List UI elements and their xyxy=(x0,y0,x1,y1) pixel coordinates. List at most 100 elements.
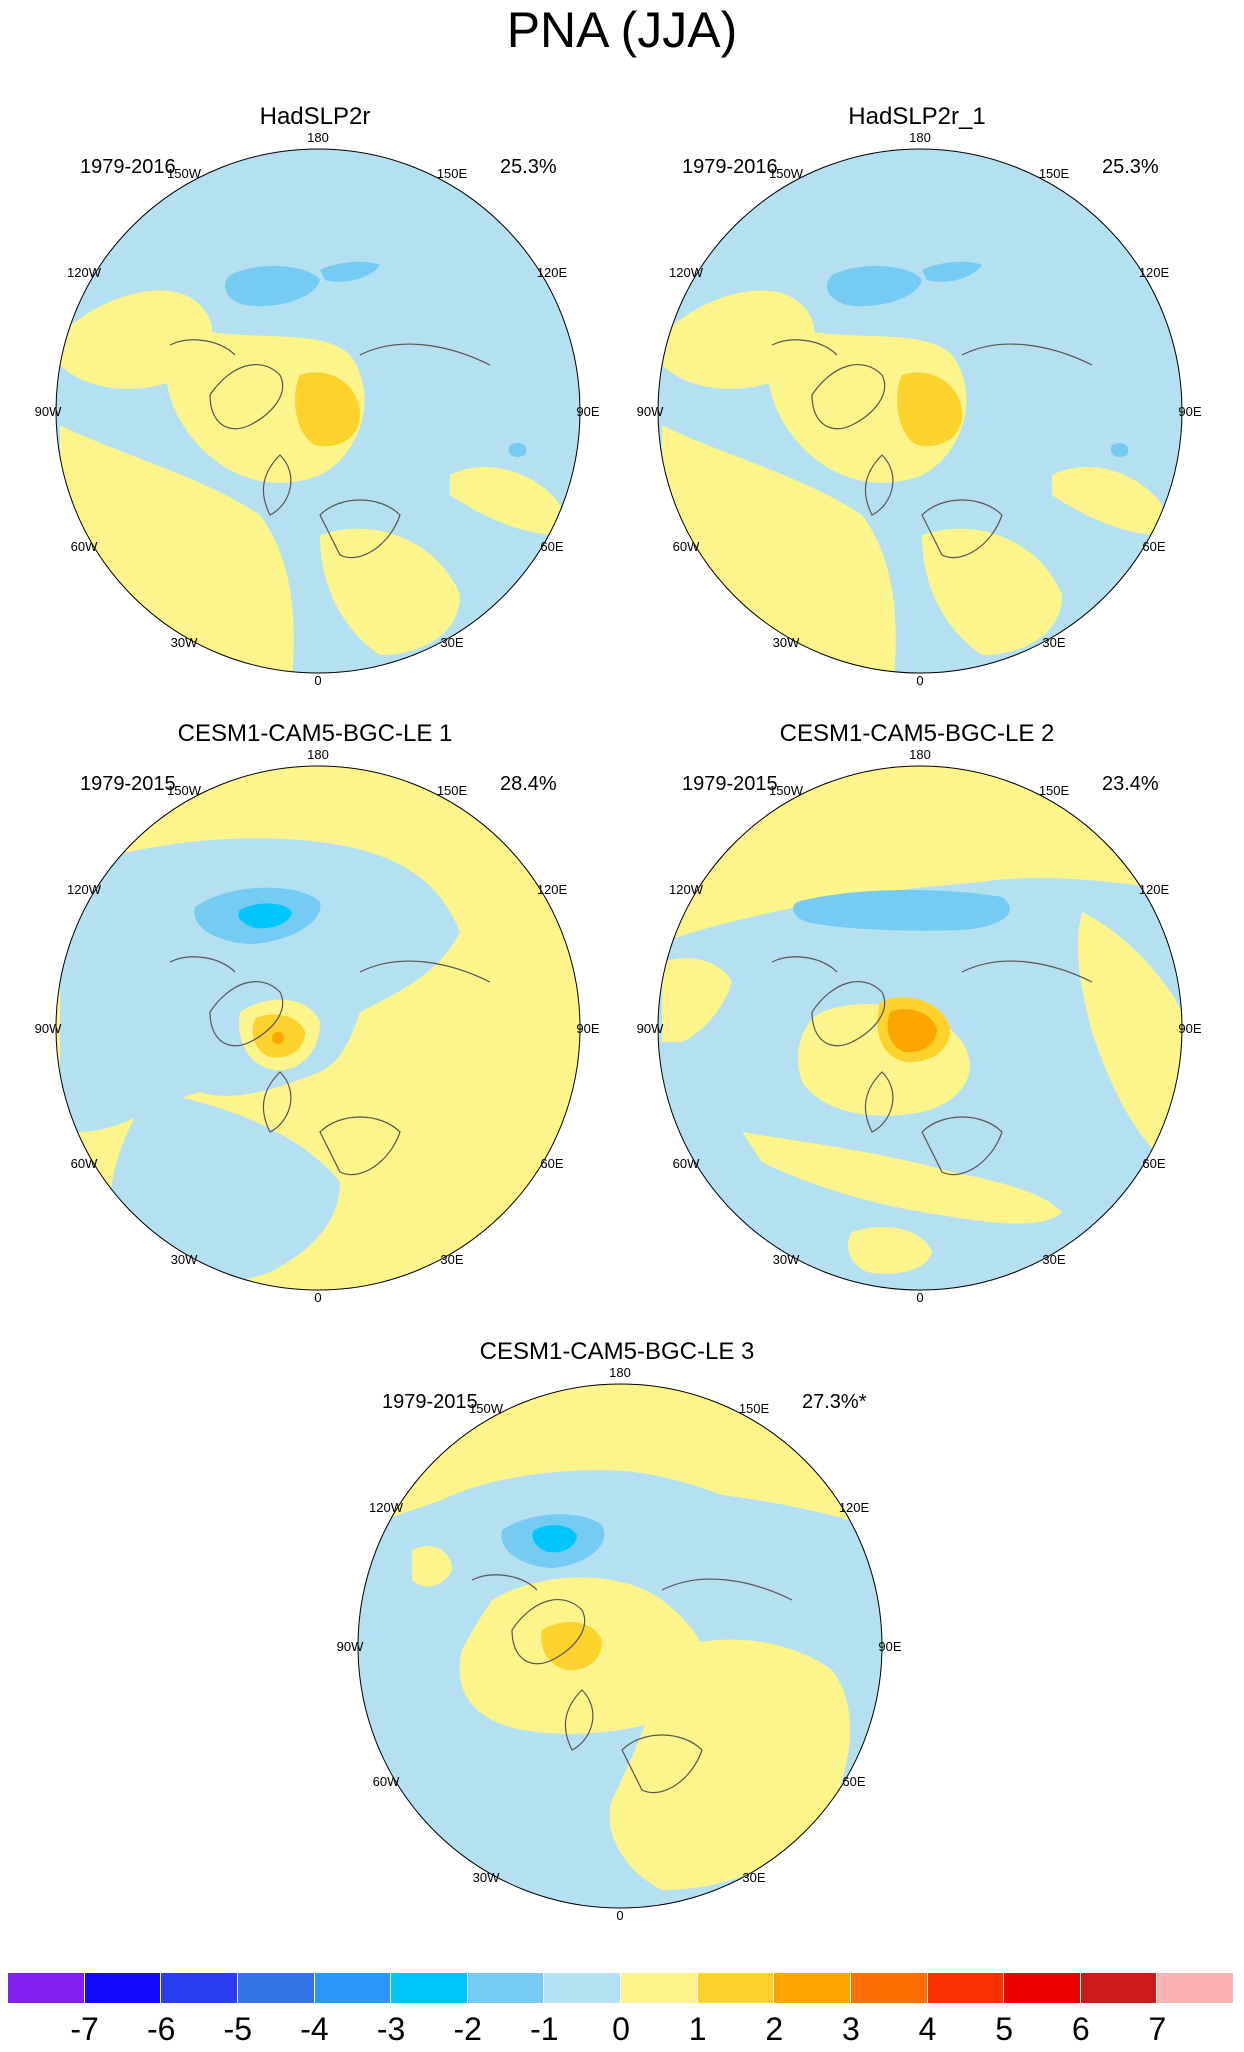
lon-label-150w: 150W xyxy=(167,783,202,798)
map-panel-hadslp2r: 180 150E 120E 90E 60E 30E 0 30W 60W 90W … xyxy=(20,95,610,735)
lon-label-90e: 90E xyxy=(1178,1021,1201,1036)
colorbar-tick-label: 1 xyxy=(688,2011,707,2047)
colorbar-swatch xyxy=(697,1973,775,2003)
colorbar-swatch xyxy=(850,1973,928,2003)
lon-label-120w: 120W xyxy=(669,882,704,897)
lon-label-60e: 60E xyxy=(842,1774,865,1789)
lon-label-120e: 120E xyxy=(1139,265,1170,280)
lon-label-30w: 30W xyxy=(773,635,800,650)
lon-label-60e: 60E xyxy=(540,1156,563,1171)
lon-label-30e: 30E xyxy=(440,1252,463,1267)
lon-label-30w: 30W xyxy=(171,1252,198,1267)
polar-map-3: 180 150E 120E 90E 60E 30E 0 30W 60W 90W … xyxy=(35,747,600,1305)
lon-label-30w: 30W xyxy=(171,635,198,650)
map-panel-hadslp2r-1: 180 150E 120E 90E 60E 30E 0 30W 60W 90W … xyxy=(622,95,1212,735)
colorbar-tick-label: -7 xyxy=(70,2011,99,2047)
lon-label-30w: 30W xyxy=(473,1870,500,1885)
lon-label-120e: 120E xyxy=(1139,882,1170,897)
colorbar-tick-label: -1 xyxy=(530,2011,559,2047)
lon-label-150e: 150E xyxy=(739,1401,770,1416)
panel-variance-percent: 23.4% xyxy=(1102,773,1159,795)
lon-label-60w: 60W xyxy=(673,539,700,554)
lon-label-90e: 90E xyxy=(1178,404,1201,419)
colorbar-swatch xyxy=(774,1973,851,2003)
panel-title: CESM1-CAM5-BGC-LE 2 xyxy=(779,720,1055,747)
figure-title: PNA (JJA) xyxy=(506,2,738,58)
panel-variance-percent: 25.3% xyxy=(500,156,557,178)
polar-map-4: 180 150E 120E 90E 60E 30E 0 30W 60W 90W … xyxy=(637,747,1202,1305)
colorbar-tick-label: -5 xyxy=(223,2011,253,2047)
colorbar-swatch xyxy=(161,1973,238,2003)
lon-label-90w: 90W xyxy=(35,1021,62,1036)
lon-label-180: 180 xyxy=(307,130,329,145)
colorbar-tick-label: 3 xyxy=(841,2011,860,2047)
lon-label-0: 0 xyxy=(916,673,923,688)
lon-label-60w: 60W xyxy=(373,1774,400,1789)
colorbar-tick-label: 0 xyxy=(612,2011,630,2047)
lon-label-120w: 120W xyxy=(67,265,102,280)
colorbar-swatch xyxy=(467,1973,545,2003)
colorbar xyxy=(8,1973,1234,2003)
lon-label-150w: 150W xyxy=(167,166,202,181)
colorbar-swatch xyxy=(1004,1973,1081,2003)
colorbar-labels: -7 -6 -5 -4 -3 -2 -1 0 1 2 3 4 5 6 7 xyxy=(8,2012,1234,2052)
lon-label-60e: 60E xyxy=(1142,539,1165,554)
panel-variance-percent: 25.3% xyxy=(1102,156,1159,178)
colorbar-swatch xyxy=(314,1973,392,2003)
colorbar-tick-label: -6 xyxy=(147,2011,176,2047)
polar-map-1: 180 150E 120E 90E 60E 30E 0 30W 60W 90W … xyxy=(35,130,600,688)
colorbar-tick-label: 2 xyxy=(765,2011,784,2047)
colorbar-swatch xyxy=(8,1973,85,2003)
lon-label-60w: 60W xyxy=(71,539,98,554)
lon-label-120w: 120W xyxy=(369,1500,404,1515)
lon-label-90e: 90E xyxy=(576,1021,599,1036)
lon-label-120e: 120E xyxy=(537,882,568,897)
lon-label-30e: 30E xyxy=(1042,635,1065,650)
panel-title: HadSLP2r_1 xyxy=(848,103,986,130)
colorbar-swatch xyxy=(237,1973,315,2003)
lon-label-180: 180 xyxy=(909,130,931,145)
lon-label-0: 0 xyxy=(616,1908,623,1923)
colorbar-tick-label: -3 xyxy=(376,2011,406,2047)
lon-label-150e: 150E xyxy=(1039,166,1070,181)
lon-label-0: 0 xyxy=(314,1290,321,1305)
panel-period: 1979-2016 xyxy=(80,156,176,178)
colorbar-swatch xyxy=(84,1973,162,2003)
lon-label-150w: 150W xyxy=(469,1401,504,1416)
colorbar-tick-label: 6 xyxy=(1071,2011,1090,2047)
colorbar-tick-label: 5 xyxy=(995,2011,1014,2047)
lon-label-120e: 120E xyxy=(839,1500,870,1515)
panel-period: 1979-2015 xyxy=(80,773,176,795)
panel-period: 1979-2015 xyxy=(682,773,778,795)
colorbar-swatch xyxy=(1157,1973,1234,2003)
lon-label-90w: 90W xyxy=(337,1639,364,1654)
lon-label-180: 180 xyxy=(909,747,931,762)
colorbar-swatch xyxy=(544,1973,621,2003)
panel-variance-percent: 28.4% xyxy=(500,773,557,795)
polar-map-2: 180 150E 120E 90E 60E 30E 0 30W 60W 90W … xyxy=(637,130,1202,688)
lon-label-30e: 30E xyxy=(440,635,463,650)
colorbar-tick-label: 7 xyxy=(1148,2011,1167,2047)
lon-label-60e: 60E xyxy=(1142,1156,1165,1171)
lon-label-90w: 90W xyxy=(637,1021,664,1036)
lon-label-0: 0 xyxy=(916,1290,923,1305)
colorbar-swatch xyxy=(1080,1973,1158,2003)
map-panel-cesm-le-1: 180 150E 120E 90E 60E 30E 0 30W 60W 90W … xyxy=(20,712,610,1352)
panel-title: HadSLP2r xyxy=(259,103,371,130)
lon-label-30e: 30E xyxy=(742,1870,765,1885)
lon-label-0: 0 xyxy=(314,673,321,688)
panel-title: CESM1-CAM5-BGC-LE 3 xyxy=(479,1338,755,1365)
lon-label-150e: 150E xyxy=(437,783,468,798)
panel-period: 1979-2015 xyxy=(382,1391,478,1413)
panel-period: 1979-2016 xyxy=(682,156,778,178)
colorbar-tick-label: -4 xyxy=(300,2011,329,2047)
lon-label-120w: 120W xyxy=(67,882,102,897)
lon-label-150e: 150E xyxy=(1039,783,1070,798)
colorbar-tick-label: -2 xyxy=(453,2011,482,2047)
colorbar-tick-label: 4 xyxy=(918,2011,937,2047)
lon-label-120e: 120E xyxy=(537,265,568,280)
colorbar-swatch xyxy=(927,1973,1005,2003)
lon-label-180: 180 xyxy=(307,747,329,762)
panel-variance-percent: 27.3%* xyxy=(802,1391,867,1413)
lon-label-60w: 60W xyxy=(673,1156,700,1171)
